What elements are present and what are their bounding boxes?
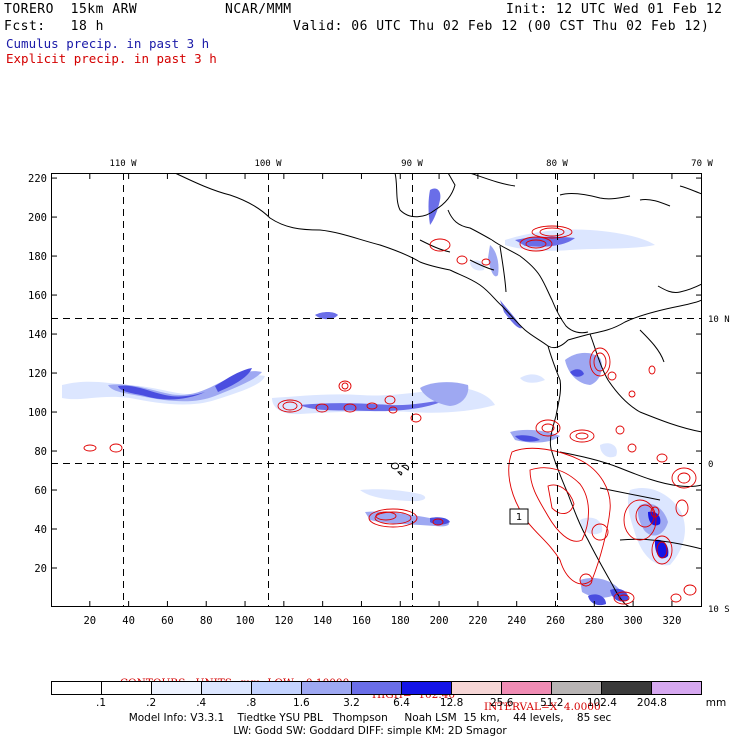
lat-label-0: 0 xyxy=(708,460,713,470)
color-bar-label: .2 xyxy=(146,697,157,709)
color-bar-swatch xyxy=(552,682,602,694)
color-bar-swatch xyxy=(352,682,402,694)
lon-label-110w: 110 W xyxy=(109,159,137,169)
coastlines xyxy=(174,173,702,607)
y-tick-label: 100 xyxy=(28,407,47,419)
y-tick-label: 40 xyxy=(34,524,47,536)
y-tick-label: 160 xyxy=(28,290,47,302)
color-bar-swatch xyxy=(202,682,252,694)
x-axis: 20 40 60 80 100 120 140 160 180 200 220 240 260 280 30… xyxy=(83,173,681,627)
color-bar-label: .1 xyxy=(96,697,107,709)
box-marker-label: 1 xyxy=(516,512,522,523)
explicit-legend-label: Explicit precip. in past 3 h xyxy=(6,51,217,66)
lat-label-10n: 10 N xyxy=(708,315,730,325)
lat-lon-grid xyxy=(51,173,702,607)
color-bar-swatch xyxy=(602,682,652,694)
x-tick-label: 240 xyxy=(507,615,526,627)
y-tick-label: 180 xyxy=(28,251,47,263)
lon-label-80w: 80 W xyxy=(546,159,568,169)
x-tick-label: 300 xyxy=(624,615,643,627)
x-tick-label: 80 xyxy=(200,615,213,627)
color-bar-swatch xyxy=(452,682,502,694)
box-marker xyxy=(509,508,529,525)
x-tick-label: 200 xyxy=(430,615,449,627)
y-tick-label: 120 xyxy=(28,368,47,380)
init-time: Init: 12 UTC Wed 01 Feb 12 xyxy=(506,2,723,17)
x-tick-label: 120 xyxy=(274,615,293,627)
x-tick-label: 320 xyxy=(662,615,681,627)
color-bar-label: 6.4 xyxy=(393,697,410,709)
color-bar-swatch xyxy=(652,682,701,694)
color-bar-label: .4 xyxy=(196,697,207,709)
x-tick-label: 40 xyxy=(122,615,135,627)
color-bar-label: 3.2 xyxy=(343,697,360,709)
color-bar-label: 204.8 xyxy=(636,697,667,709)
color-bar-label: 12.8 xyxy=(439,697,464,709)
lon-label-100w: 100 W xyxy=(254,159,282,169)
map-frame xyxy=(51,173,702,607)
color-bar-units: mm xyxy=(705,697,727,709)
valid-time: Valid: 06 UTC Thu 02 Feb 12 (00 CST Thu … xyxy=(293,19,710,34)
x-tick-label: 140 xyxy=(313,615,332,627)
x-tick-label: 100 xyxy=(236,615,255,627)
y-axis: 220 200 180 160 140 120 100 80 60 40 20 xyxy=(28,173,702,575)
y-tick-label: 20 xyxy=(34,563,47,575)
cumulus-precip-shading xyxy=(62,188,685,606)
x-tick-label: 160 xyxy=(352,615,371,627)
color-bar-label: 51.2 xyxy=(540,697,564,709)
color-bar-label: 1.6 xyxy=(293,697,310,709)
color-bar-swatch xyxy=(52,682,102,694)
x-tick-label: 280 xyxy=(585,615,604,627)
color-bar xyxy=(51,681,702,695)
lon-label-70w: 70 W xyxy=(691,159,713,169)
x-tick-label: 260 xyxy=(546,615,565,627)
y-tick-label: 60 xyxy=(34,485,47,497)
lat-label-10s: 10 S xyxy=(708,605,730,615)
y-tick-label: 200 xyxy=(28,212,47,224)
x-tick-label: 60 xyxy=(161,615,174,627)
color-bar-swatch xyxy=(402,682,452,694)
lon-label-90w: 90 W xyxy=(401,159,423,169)
color-bar-swatch xyxy=(252,682,302,694)
cumulus-legend-label: Cumulus precip. in past 3 h xyxy=(6,36,210,51)
y-tick-label: 220 xyxy=(28,173,47,185)
forecast-hour: Fcst: 18 h xyxy=(4,19,104,34)
contour-interval: INTERVAL=X 4.0000 xyxy=(484,701,601,713)
model-info-line1: Model Info: V3.3.1 Tiedtke YSU PBL Thomp… xyxy=(128,712,612,724)
color-bar-label: 25.6 xyxy=(489,697,514,709)
color-bar-swatch xyxy=(302,682,352,694)
y-tick-label: 140 xyxy=(28,329,47,341)
color-bar-swatch xyxy=(502,682,552,694)
x-tick-label: 20 xyxy=(83,615,96,627)
model-info-line2: LW: Godd SW: Goddard DIFF: simple KM: 2D… xyxy=(233,725,507,737)
x-tick-label: 180 xyxy=(391,615,410,627)
y-tick-label: 80 xyxy=(34,446,47,458)
color-bar-swatch xyxy=(152,682,202,694)
model-title: TORERO 15km ARW xyxy=(4,2,138,17)
color-bar-label: 102.4 xyxy=(586,697,617,709)
color-bar-label: .8 xyxy=(246,697,257,709)
color-bar-swatch xyxy=(102,682,152,694)
explicit-precip-contours xyxy=(83,225,697,605)
org-label: NCAR/MMM xyxy=(225,2,292,17)
x-tick-label: 220 xyxy=(468,615,487,627)
